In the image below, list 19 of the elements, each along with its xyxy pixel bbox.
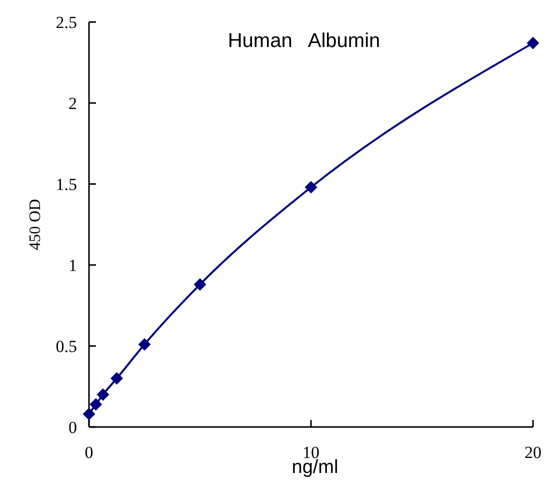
point [82, 408, 96, 420]
x-axis-title: ng/ml [292, 457, 338, 478]
x-tick-label: 20 [524, 443, 542, 462]
x-tick-label: 0 [84, 443, 94, 462]
chart-title: Human Albumin [228, 29, 380, 53]
y-tick-label: 1.5 [56, 175, 77, 194]
point [96, 388, 110, 401]
point [526, 36, 540, 50]
y-axis-title: 450 OD [26, 198, 44, 250]
y-tick-label: 2 [68, 94, 77, 113]
y-tick-label: 2.5 [56, 13, 77, 32]
y-tick-label: 0 [68, 418, 77, 437]
point [90, 398, 102, 411]
point [194, 278, 206, 291]
y-tick-label: 1 [68, 256, 77, 275]
point [110, 372, 123, 385]
y-tick-label: 0.5 [56, 337, 77, 356]
point [138, 338, 151, 351]
point [304, 180, 318, 194]
